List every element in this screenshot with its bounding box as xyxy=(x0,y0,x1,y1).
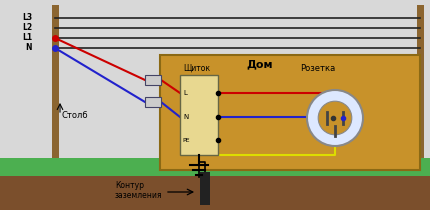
Text: L2: L2 xyxy=(22,22,32,32)
Text: Дом: Дом xyxy=(247,59,273,69)
Bar xyxy=(0,158,430,176)
Text: PE: PE xyxy=(182,138,190,143)
Bar xyxy=(180,75,218,155)
Text: заземления: заземления xyxy=(115,190,163,199)
Bar xyxy=(52,5,59,158)
Bar xyxy=(200,172,210,205)
Bar xyxy=(0,176,430,210)
Text: N: N xyxy=(183,114,188,120)
Text: L3: L3 xyxy=(22,13,32,21)
Text: Розетка: Розетка xyxy=(300,64,335,73)
Text: Щиток: Щиток xyxy=(183,64,210,73)
Circle shape xyxy=(318,101,352,135)
Text: Контур: Контур xyxy=(115,181,144,189)
Circle shape xyxy=(307,90,363,146)
Bar xyxy=(160,55,420,170)
Bar xyxy=(145,97,161,107)
Text: N: N xyxy=(25,42,32,51)
Text: L1: L1 xyxy=(22,33,32,42)
Text: L: L xyxy=(183,90,187,96)
Bar xyxy=(145,75,161,85)
Text: Столб: Столб xyxy=(62,110,89,119)
Bar xyxy=(417,5,424,158)
